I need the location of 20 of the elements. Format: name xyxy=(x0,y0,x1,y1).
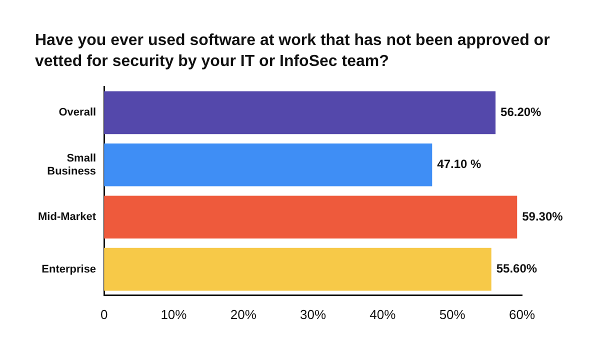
x-tick-label: 40% xyxy=(370,306,396,322)
bar xyxy=(104,196,518,238)
data-label: 56.20% xyxy=(500,105,542,120)
x-tick-label: 20% xyxy=(230,306,257,322)
chart-title: Have you ever used software at work that has not been approved or vetted for security by your IT or InfoSec team? xyxy=(34,31,551,72)
data-label: 59.30% xyxy=(522,209,564,224)
bar xyxy=(104,91,496,134)
y-tick-label: Overall xyxy=(58,106,96,119)
x-tick-label: 60% xyxy=(508,306,536,322)
bar xyxy=(104,248,492,291)
y-tick-label: Small Business xyxy=(47,152,96,178)
x-tick-label: 0 xyxy=(100,306,108,322)
x-tick-label: 30% xyxy=(300,306,326,322)
x-tick-label: 10% xyxy=(160,306,188,322)
y-tick-label: Enterprise xyxy=(42,263,96,276)
y-tick-label: Mid-Market xyxy=(38,211,96,224)
x-tick-label: 50% xyxy=(439,306,466,322)
data-label: 47.10 % xyxy=(437,157,482,172)
bar xyxy=(104,144,432,186)
data-label: 55.60% xyxy=(496,262,538,276)
